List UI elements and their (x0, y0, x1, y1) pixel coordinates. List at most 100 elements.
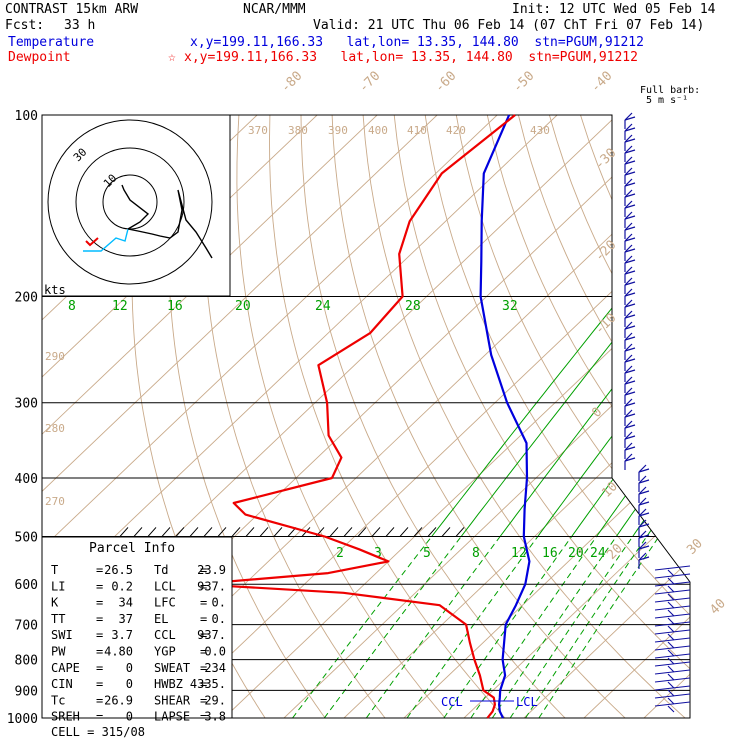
wind-barb (624, 314, 636, 319)
hodograph-units: kts (44, 283, 66, 297)
wind-barb (654, 669, 691, 675)
wind-barb (638, 501, 650, 506)
theta-label: 280 (45, 422, 65, 435)
wind-barb (654, 653, 691, 659)
dry-adiabat-line (202, 115, 386, 718)
wind-barbs: Full barb:5 m s⁻¹ (624, 85, 700, 713)
dry-adiabat-line (393, 115, 690, 718)
freezing-hatch (399, 527, 409, 537)
wind-barb (654, 565, 691, 571)
parcel-label: CCL (154, 628, 176, 642)
temperature-legend: Temperature (8, 35, 95, 50)
wind-barb (624, 376, 633, 385)
dry-adiabat-line (167, 115, 326, 718)
parcel-label: LFC (154, 596, 176, 610)
mixing-ratio-label: 12 (511, 546, 527, 561)
freezing-hatch (147, 527, 157, 537)
pressure-label: 300 (15, 397, 38, 412)
freezing-hatch (455, 527, 465, 537)
wind-barb (624, 409, 633, 418)
wind-barb (624, 292, 636, 297)
wind-barb (624, 365, 633, 374)
parcel-equals: = (200, 661, 207, 675)
wind-barb (624, 413, 636, 418)
mixing-ratio-line (292, 536, 433, 718)
wind-barb (624, 171, 636, 176)
forecast-hour: 33 h (64, 18, 96, 33)
wind-barb (624, 112, 633, 121)
isotherm-label: 10 (599, 479, 621, 501)
isotherm-line (283, 115, 690, 718)
freezing-hatch (119, 527, 129, 537)
wind-barb (654, 693, 691, 699)
isotherm-line (223, 115, 690, 718)
isotherm-label: -30 (592, 146, 619, 173)
pressure-label: 600 (15, 578, 38, 593)
dry-adiabat-line (300, 115, 566, 718)
parcel-equals: = (96, 596, 103, 610)
wind-barb (624, 244, 633, 253)
wind-barb (624, 270, 636, 275)
wind-barb (624, 138, 636, 143)
wind-barb (624, 402, 636, 407)
mixing-ratio-label: 32 (502, 299, 518, 314)
freezing-hatch (273, 527, 283, 537)
parcel-equals: = (96, 710, 103, 724)
pressure-label: 500 (15, 530, 38, 545)
dry-adiabat-line (736, 115, 740, 718)
mixing-ratio-line (460, 296, 649, 537)
wind-barb (667, 617, 675, 625)
dry-adiabat-line (548, 115, 690, 718)
dry-adiabat-line (642, 115, 690, 718)
parcel-value: 26.5 (104, 563, 133, 577)
mixing-ratio-line (431, 296, 622, 537)
parcel-value: 0 (126, 661, 133, 675)
parcel-value: 0. (212, 596, 226, 610)
parcel-label: Td (154, 563, 168, 577)
wind-barb (667, 633, 675, 641)
wind-barb (654, 677, 691, 683)
wind-barb (624, 167, 633, 176)
mixing-ratio-line (596, 296, 690, 537)
parcel-value: 4.80 (104, 645, 133, 659)
parcel-label: YGP (154, 645, 176, 659)
temperature-profile (479, 114, 531, 719)
wind-barb (654, 573, 691, 579)
freezing-hatch (371, 527, 381, 537)
parcel-value: 937. (197, 579, 226, 593)
wind-barb (624, 431, 633, 440)
freezing-hatch (441, 527, 451, 537)
wind-barb (624, 303, 636, 308)
parcel-equals: = (96, 612, 103, 626)
parcel-label: T (51, 563, 58, 577)
parcel-value: 3.7 (111, 628, 133, 642)
wind-barb (638, 530, 647, 539)
wind-barb (667, 649, 675, 657)
pressure-label: 200 (15, 291, 38, 306)
wind-barb (638, 508, 647, 517)
theta-label: 410 (407, 124, 427, 137)
wind-barb (638, 523, 650, 528)
wind-barb (624, 354, 633, 363)
forecast-label: Fcst: (5, 18, 45, 33)
barb-legend-title: Full barb: (640, 85, 700, 96)
parcel-value: 0 (126, 710, 133, 724)
theta-label: 380 (288, 124, 308, 137)
hodograph-ring (47, 119, 213, 285)
mixing-ratio-line (323, 536, 462, 718)
mixing-ratio-line (632, 296, 690, 537)
wind-barb (624, 332, 633, 341)
parcel-equals: = (200, 710, 207, 724)
isotherm-line (463, 115, 690, 718)
parcel-equals: = (200, 677, 207, 691)
wind-barb (624, 281, 636, 286)
theta-label: 290 (45, 350, 65, 363)
wind-barb (624, 123, 633, 132)
wind-barb (624, 222, 633, 231)
wind-barb (624, 266, 633, 275)
parcel-label: K (51, 596, 59, 610)
wind-barb (667, 681, 675, 689)
wind-barb (624, 204, 636, 209)
parcel-label: SWEAT (154, 661, 190, 675)
